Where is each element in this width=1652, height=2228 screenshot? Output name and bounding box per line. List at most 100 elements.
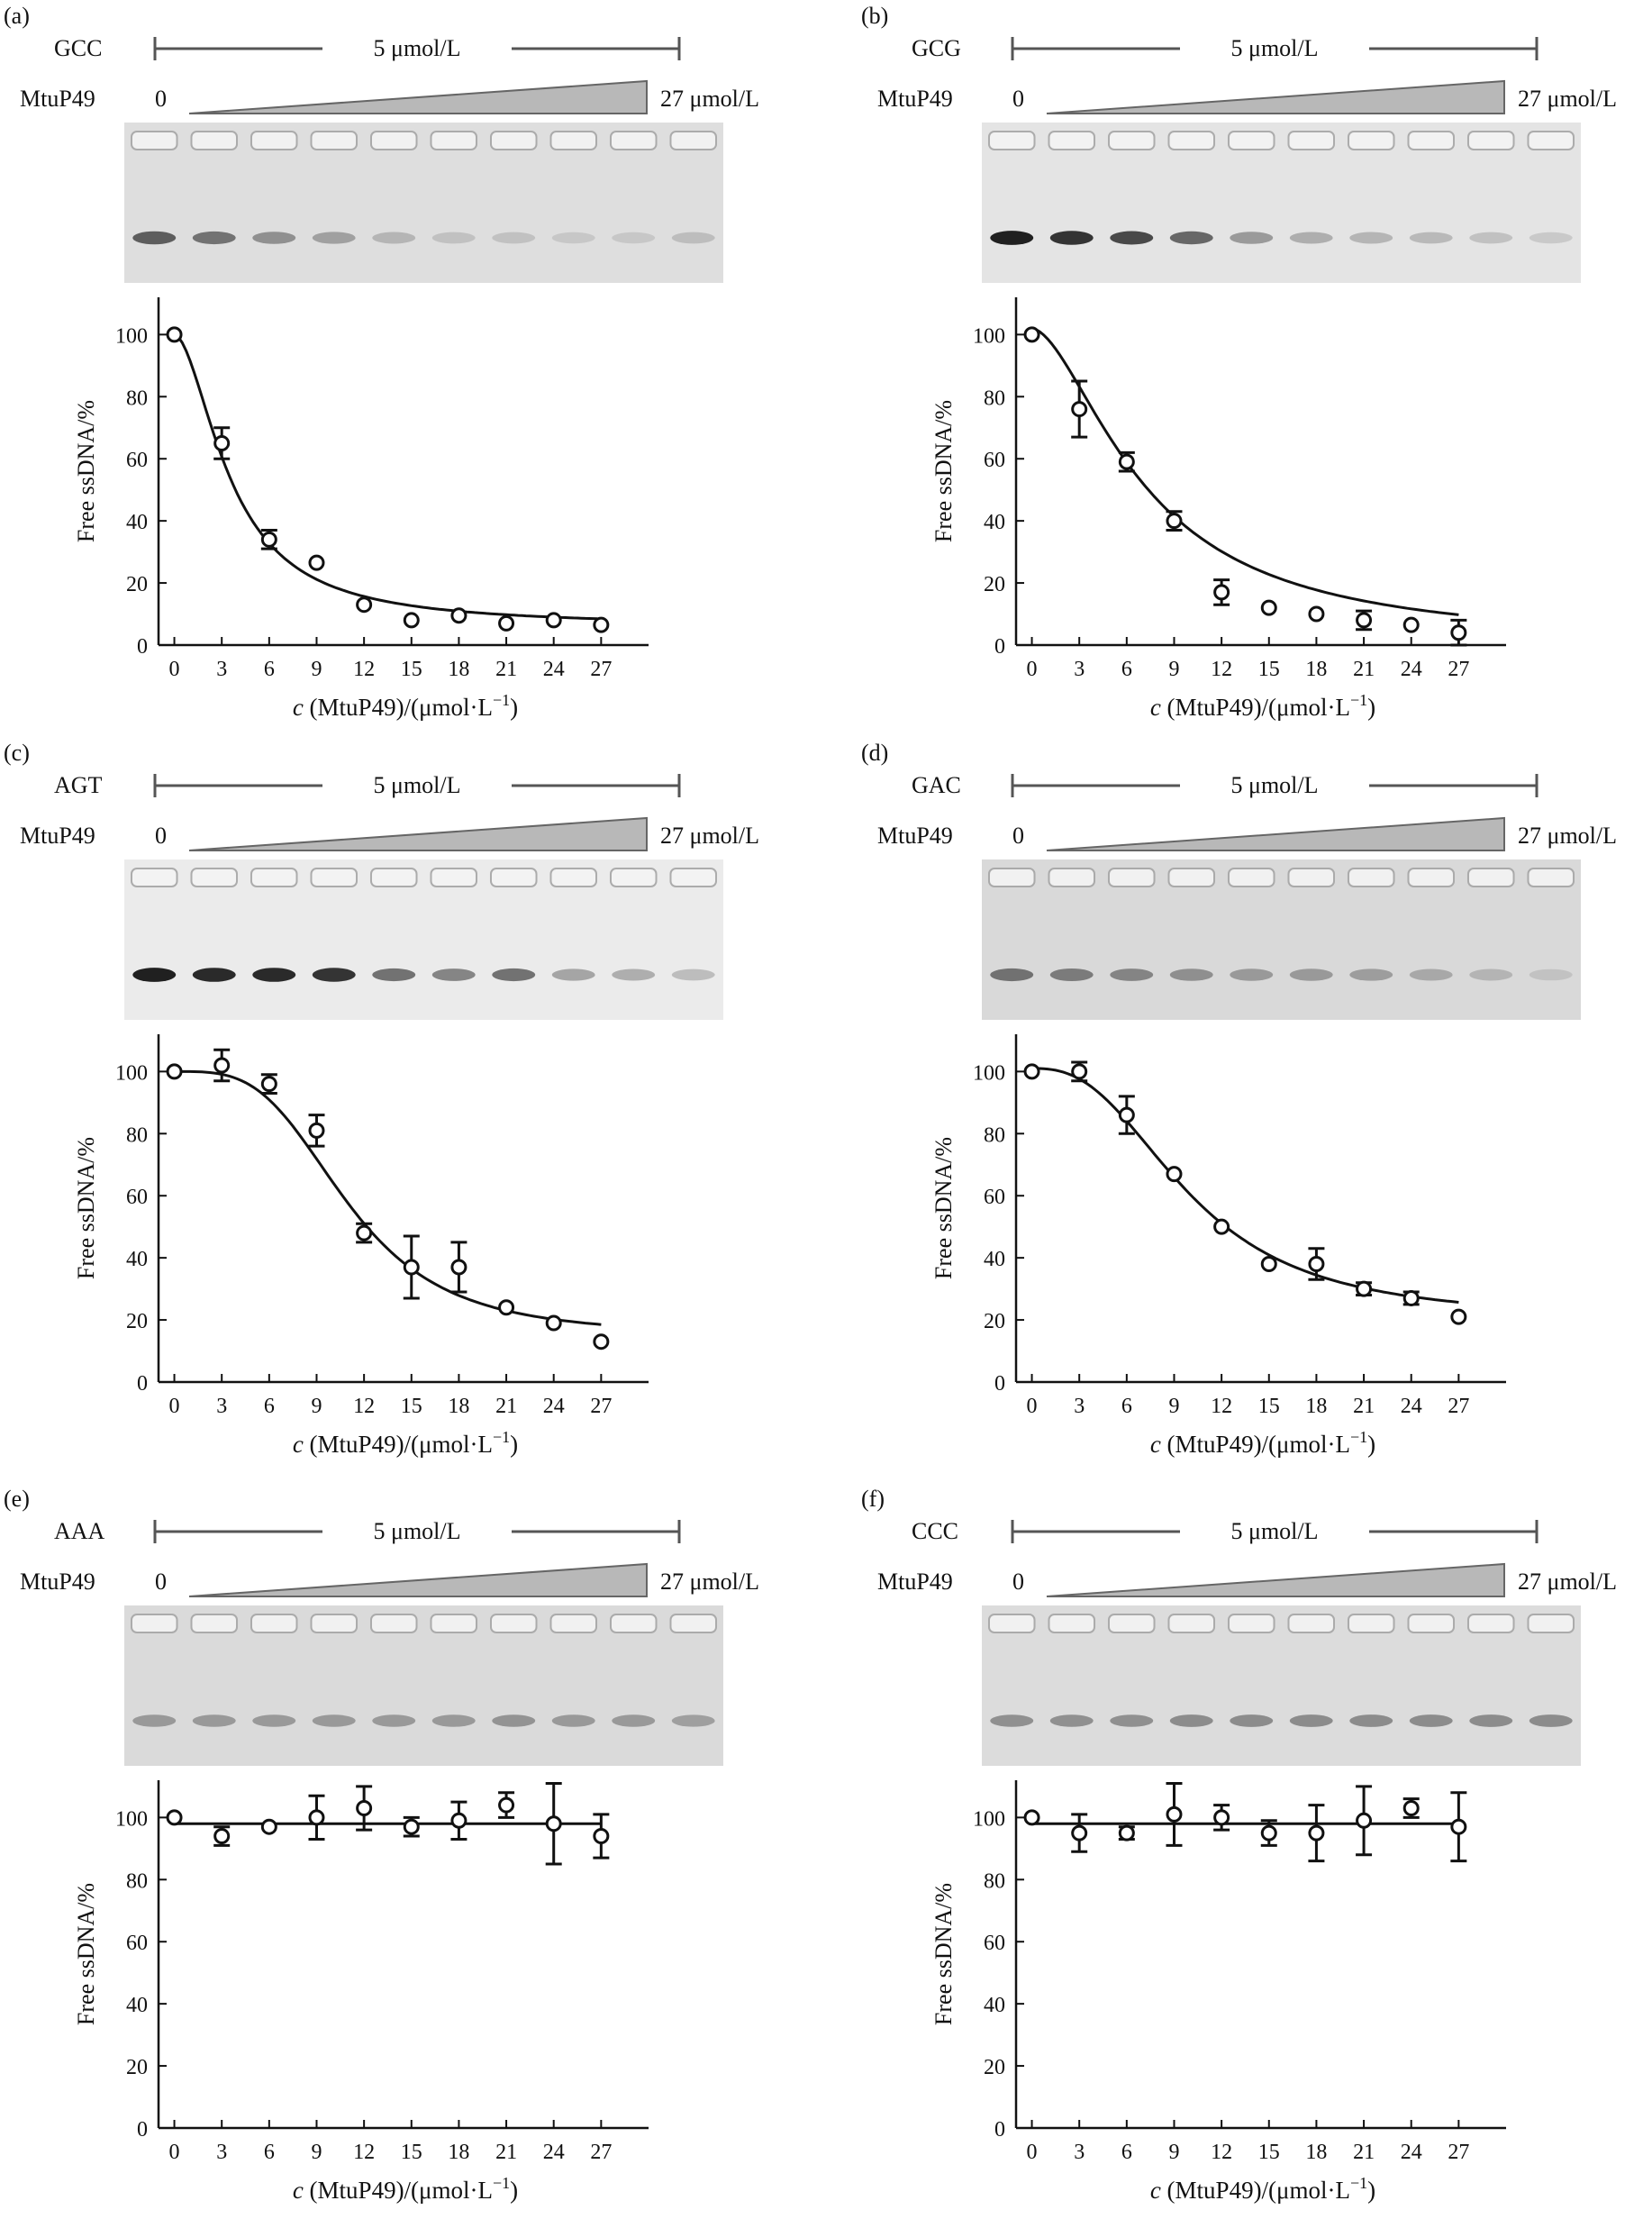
x-axis-label: c (MtuP49)/(μmol·L−1) [293, 1428, 518, 1458]
x-tick-label: 21 [1353, 658, 1375, 681]
x-tick-label: 0 [169, 2141, 180, 2164]
panel-label: (f) [861, 1486, 885, 1512]
x-tick-label: 0 [1027, 2141, 1038, 2164]
gel-well [430, 1614, 478, 1633]
x-tick-label: 24 [543, 1395, 565, 1418]
x-tick-label: 18 [448, 658, 469, 681]
x-tick-label: 21 [495, 658, 517, 681]
data-point [1166, 1166, 1183, 1183]
concentration-label: 5 μmol/L [374, 772, 461, 798]
x-axis-label-close: ) [1367, 1431, 1375, 1458]
y-axis-label: Free ssDNA/% [73, 1137, 99, 1279]
gel-band [990, 231, 1034, 245]
gel-band [1469, 968, 1513, 981]
data-point [1260, 1256, 1277, 1273]
gel-well [987, 131, 1036, 150]
panel-label: (e) [4, 1486, 30, 1512]
gel-band [990, 1714, 1034, 1727]
start-concentration: 0 [1012, 1569, 1024, 1595]
data-point [450, 1812, 467, 1829]
y-tick-label: 80 [126, 386, 148, 410]
x-axis-label-text: (MtuP49)/(μmol·L [304, 2177, 493, 2204]
data-point [213, 434, 231, 451]
x-tick-label: 27 [1448, 1395, 1469, 1418]
gel-well [489, 131, 538, 150]
y-axis-label: Free ssDNA/% [930, 1137, 957, 1279]
x-tick-label: 15 [401, 1395, 422, 1418]
x-axis-label-close: ) [1367, 2177, 1375, 2204]
gel-well [369, 868, 418, 887]
data-point [213, 1828, 231, 1845]
x-tick-label: 21 [1353, 1395, 1375, 1418]
x-axis-label-superscript: −1 [1350, 1428, 1367, 1446]
y-tick-label: 80 [126, 1123, 148, 1147]
y-axis-label: Free ssDNA/% [930, 1883, 957, 2025]
x-tick-label: 24 [1401, 658, 1422, 681]
data-point [1260, 1824, 1277, 1842]
x-tick-label: 24 [543, 2141, 565, 2164]
y-tick-label: 40 [984, 1994, 1005, 2017]
y-tick-label: 60 [126, 449, 148, 472]
gel-well [609, 868, 658, 887]
gel-well [250, 868, 298, 887]
y-tick-label: 100 [973, 324, 1005, 348]
gel-band [492, 232, 536, 244]
x-axis-label-variable: c [1150, 1431, 1161, 1458]
x-tick-label: 18 [448, 1395, 469, 1418]
y-tick-label: 60 [984, 449, 1005, 472]
x-tick-label: 0 [169, 1395, 180, 1418]
gel-well [549, 1614, 598, 1633]
gel-band [1349, 1714, 1393, 1727]
gel-well [1048, 868, 1096, 887]
gel-well [1287, 868, 1336, 887]
protein-label: MtuP49 [877, 1569, 953, 1595]
gel-well [1227, 868, 1275, 887]
start-concentration: 0 [155, 823, 167, 849]
y-tick-label: 40 [984, 511, 1005, 534]
gel-band [1049, 231, 1094, 245]
data-point [1402, 1289, 1420, 1306]
end-concentration: 27 μmol/L [1518, 86, 1617, 112]
x-tick-label: 24 [1401, 1395, 1422, 1418]
concentration-wedge [188, 816, 648, 851]
x-tick-label: 27 [1448, 2141, 1469, 2164]
data-point [1118, 453, 1135, 470]
gel-band [1110, 231, 1154, 245]
x-axis-label-close: ) [1367, 694, 1375, 721]
concentration-wedge [1046, 816, 1505, 851]
gel-well [250, 131, 298, 150]
y-tick-label: 60 [126, 1932, 148, 1955]
x-tick-label: 6 [1121, 2141, 1132, 2164]
gel-band [1110, 968, 1154, 981]
x-tick-label: 27 [590, 1395, 612, 1418]
data-point [356, 1224, 373, 1241]
data-point [1450, 1818, 1467, 1835]
gel-band [1169, 231, 1213, 245]
x-tick-label: 9 [311, 1395, 322, 1418]
gel-well [669, 131, 718, 150]
x-tick-label: 15 [401, 658, 422, 681]
x-axis-label-close: ) [510, 1431, 518, 1458]
gel-band [372, 1714, 416, 1727]
data-point [498, 1299, 515, 1316]
x-tick-label: 15 [1258, 2141, 1280, 2164]
gel-band [1529, 232, 1573, 244]
gel-well [609, 1614, 658, 1633]
y-tick-label: 80 [984, 386, 1005, 410]
data-point [450, 607, 467, 624]
gel-well [250, 1614, 298, 1633]
gel-well [549, 868, 598, 887]
gel-band [1169, 1714, 1213, 1727]
gel-well [310, 868, 359, 887]
y-tick-label: 0 [137, 2118, 148, 2142]
gel-well [369, 1614, 418, 1633]
x-tick-label: 12 [353, 2141, 375, 2164]
x-tick-label: 12 [353, 1395, 375, 1418]
x-tick-label: 0 [1027, 1395, 1038, 1418]
y-tick-label: 0 [137, 1372, 148, 1396]
gel-band [132, 1714, 177, 1727]
x-axis-label: c (MtuP49)/(μmol·L−1) [293, 691, 518, 721]
gel-well [987, 868, 1036, 887]
